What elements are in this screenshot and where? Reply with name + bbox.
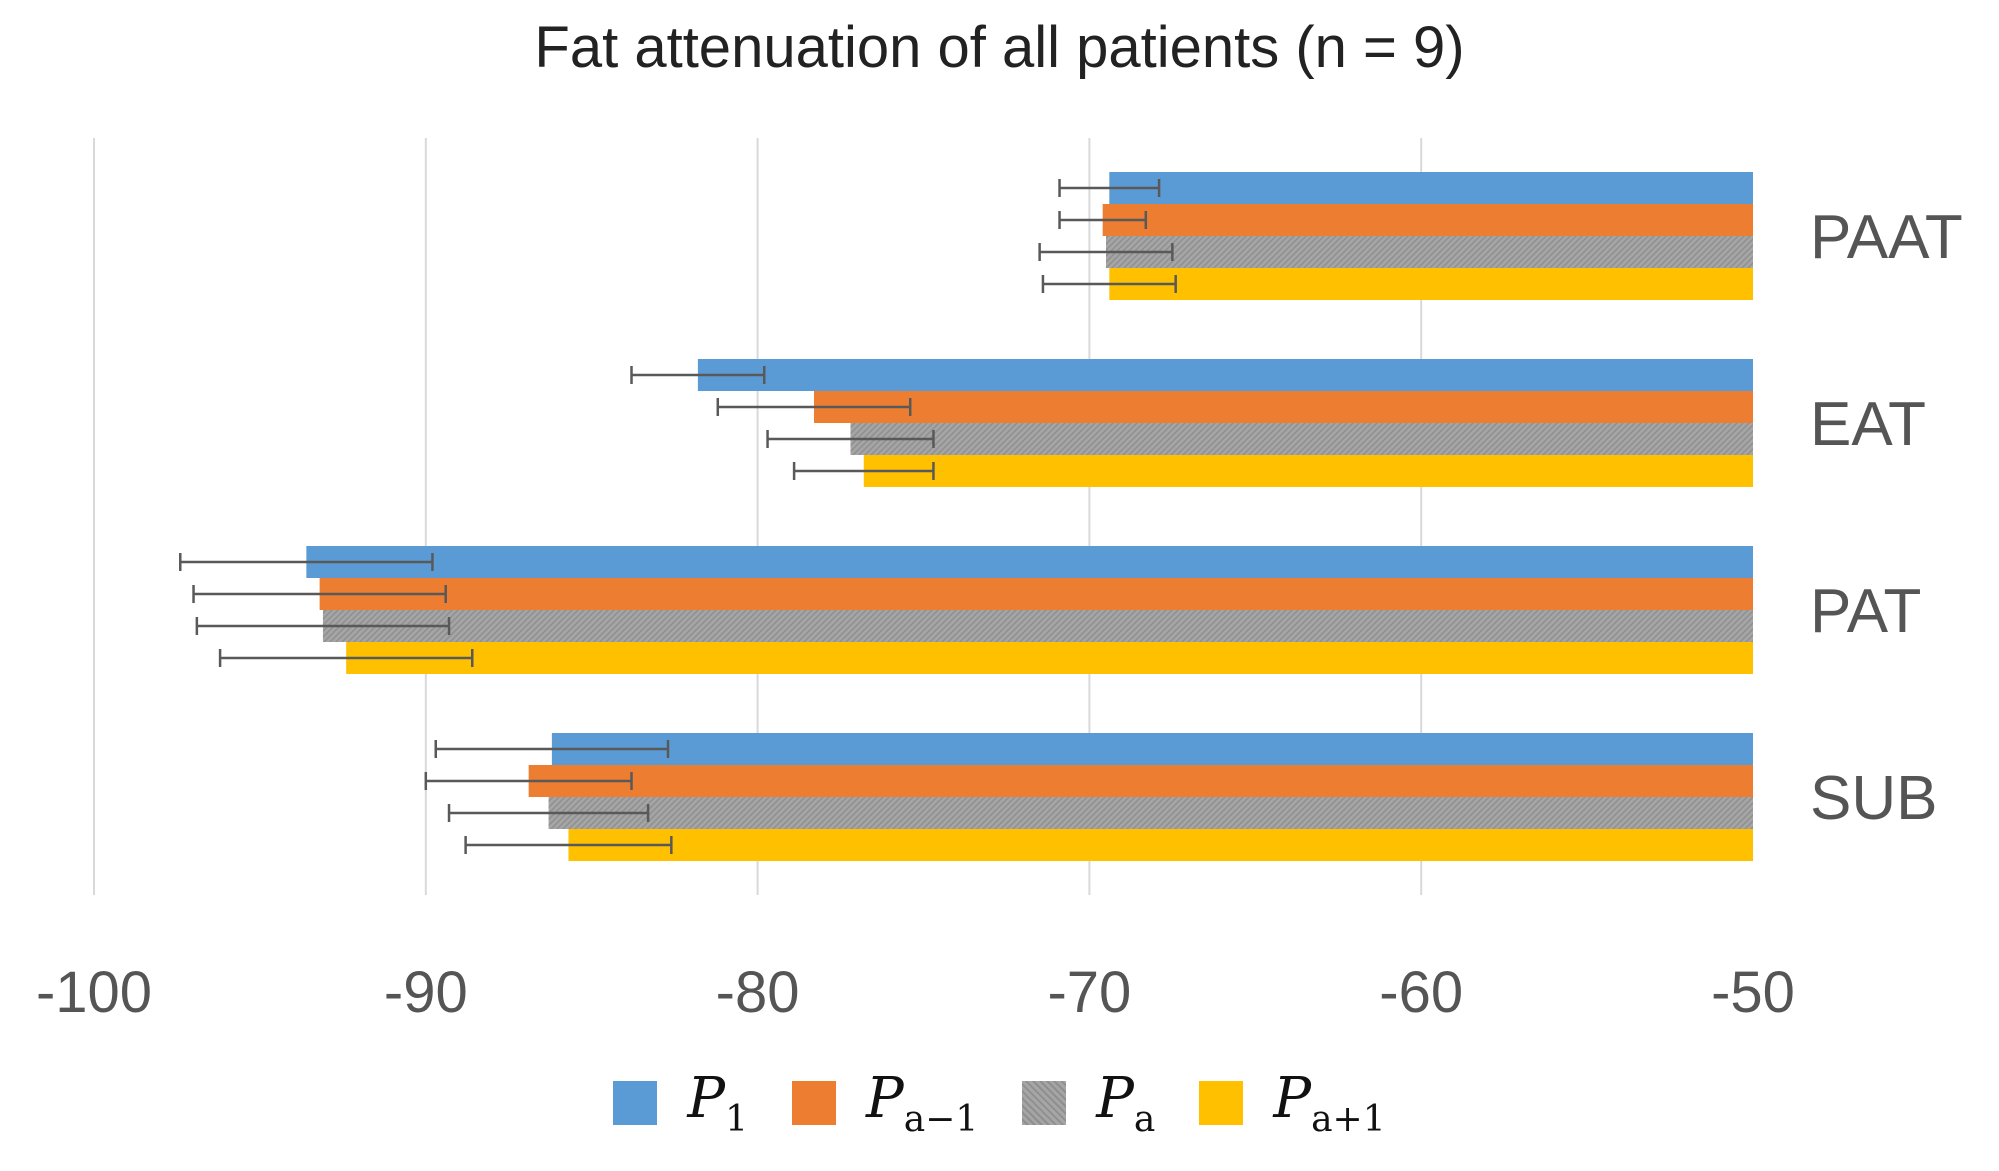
legend-item-2: Pa (1022, 1066, 1155, 1140)
legend-label: P1 (687, 1066, 748, 1140)
legend-label: Pa−1 (866, 1066, 979, 1140)
bar-pat-3 (346, 642, 1754, 674)
legend-swatch (792, 1081, 836, 1125)
category-labels: PAAT EAT PAT SUB (1810, 203, 1963, 833)
legend-item-3: Pa+1 (1199, 1066, 1386, 1140)
x-tick-label: -70 (1047, 960, 1131, 1025)
bar-paat-0 (1109, 172, 1753, 204)
bar-sub-3 (568, 829, 1753, 861)
bar-pat-2 (322, 610, 1753, 642)
x-tick-label: -60 (1379, 960, 1463, 1025)
legend: P1 Pa−1 Pa Pa+1 (0, 1058, 1999, 1148)
legend-swatch (1199, 1081, 1244, 1125)
error-bars (179, 179, 1177, 854)
legend-item-1: Pa−1 (792, 1066, 978, 1140)
legend-swatch (613, 1081, 658, 1125)
bar-sub-0 (551, 733, 1753, 765)
bar-eat-3 (863, 455, 1753, 487)
category-label-eat: EAT (1810, 390, 1926, 459)
category-label-pat: PAT (1810, 577, 1921, 646)
legend-label: Pa+1 (1273, 1066, 1386, 1140)
bar-paat-1 (1102, 204, 1753, 236)
legend-item-0: P1 (613, 1066, 748, 1140)
bar-paat-2 (1105, 236, 1753, 268)
category-label-paat: PAAT (1810, 203, 1963, 272)
bar-sub-1 (528, 765, 1754, 797)
bars (306, 172, 1754, 861)
bar-pat-0 (306, 546, 1753, 578)
bar-eat-2 (850, 423, 1753, 455)
x-tick-label: -100 (36, 960, 152, 1025)
bar-paat-3 (1109, 268, 1753, 300)
category-label-sub: SUB (1810, 764, 1937, 833)
bar-pat-1 (319, 578, 1753, 610)
x-tick-label: -90 (384, 960, 468, 1025)
legend-label: Pa (1096, 1066, 1156, 1140)
x-tick-label: -80 (716, 960, 800, 1025)
bar-sub-2 (548, 797, 1754, 829)
chart-title: Fat attenuation of all patients (n = 9) (534, 15, 1465, 80)
x-axis-ticks: -100 -90 -80 -70 -60 -50 (36, 960, 1795, 1025)
x-tick-label: -50 (1711, 960, 1795, 1025)
legend-swatch (1022, 1081, 1067, 1125)
bar-eat-0 (697, 359, 1753, 391)
bar-eat-1 (814, 391, 1753, 423)
